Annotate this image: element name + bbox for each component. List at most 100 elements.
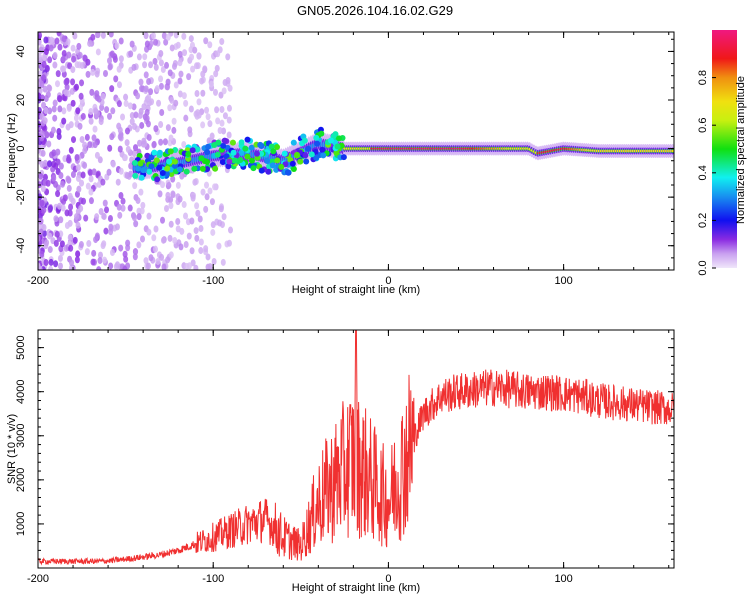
noise-mark <box>107 112 113 120</box>
noise-mark <box>171 117 177 125</box>
ridge-blob <box>220 142 227 149</box>
noise-mark <box>101 240 107 248</box>
noise-mark <box>76 42 82 50</box>
x-tick-label: -100 <box>202 573 224 585</box>
ridge-blob <box>320 152 327 159</box>
x-tick-label: 0 <box>385 573 391 585</box>
noise-mark <box>153 38 159 46</box>
ridge-blob <box>314 140 321 147</box>
noise-mark <box>93 236 99 244</box>
noise-mark <box>110 107 116 115</box>
ridge-blob <box>164 165 171 172</box>
noise-mark <box>107 144 113 152</box>
noise-mark <box>149 98 155 106</box>
noise-mark <box>158 49 164 57</box>
noise-mark <box>81 197 87 205</box>
ridge-blob <box>151 149 158 156</box>
noise-mark <box>76 185 82 193</box>
noise-mark <box>43 258 49 266</box>
noise-mark <box>116 203 122 211</box>
ridge-blob <box>154 176 161 183</box>
noise-mark <box>181 92 187 100</box>
noise-mark <box>202 65 208 73</box>
noise-mark <box>173 99 179 107</box>
noise-mark <box>88 107 94 115</box>
ridge-blob <box>231 157 238 164</box>
noise-mark <box>216 242 222 250</box>
ridge-blob <box>308 151 315 158</box>
ridge-blob <box>204 158 211 165</box>
noise-mark <box>88 197 94 205</box>
colorbar-tick-label: 0.6 <box>697 118 709 133</box>
noise-mark <box>59 240 65 248</box>
noise-mark <box>195 209 201 217</box>
noise-mark <box>68 244 74 252</box>
noise-mark <box>108 223 114 231</box>
top-xlabel: Height of straight line (km) <box>292 284 420 296</box>
noise-mark <box>79 135 85 143</box>
noise-mark <box>58 171 64 179</box>
noise-mark <box>169 96 175 104</box>
noise-mark <box>61 107 67 115</box>
noise-mark <box>158 82 164 90</box>
noise-mark <box>57 202 63 210</box>
ridge-blob <box>226 158 233 165</box>
noise-mark <box>161 263 167 270</box>
ridge-blob <box>211 142 218 149</box>
ridge-blob <box>148 163 155 170</box>
noise-mark <box>62 194 68 202</box>
noise-mark <box>46 140 52 148</box>
noise-mark <box>89 88 95 96</box>
noise-mark <box>114 223 120 231</box>
noise-mark <box>158 138 164 146</box>
noise-mark <box>195 109 201 117</box>
noise-mark <box>219 119 225 127</box>
y-tick-label: 20 <box>15 94 27 106</box>
noise-mark <box>186 232 192 240</box>
noise-mark <box>194 202 200 210</box>
noise-mark <box>181 201 187 209</box>
noise-mark <box>169 44 175 52</box>
noise-mark <box>207 187 213 195</box>
noise-mark <box>38 46 44 54</box>
ridge-blob <box>159 170 166 177</box>
noise-mark <box>128 50 134 58</box>
noise-mark <box>148 88 154 96</box>
noise-mark <box>156 99 162 107</box>
noise-mark <box>173 32 179 39</box>
noise-mark <box>38 172 44 180</box>
noise-mark <box>104 206 110 214</box>
noise-mark <box>209 198 215 206</box>
ridge-blob <box>146 168 153 175</box>
noise-mark <box>183 99 189 107</box>
ridge-blob <box>284 169 291 176</box>
noise-mark <box>154 85 160 93</box>
noise-mark <box>100 178 106 186</box>
noise-mark <box>194 89 200 97</box>
noise-mark <box>200 70 206 78</box>
noise-mark <box>207 120 213 128</box>
noise-mark <box>183 212 189 220</box>
ridge-blob <box>248 157 255 164</box>
noise-mark <box>171 62 177 70</box>
noise-mark <box>116 65 122 73</box>
noise-mark <box>170 191 176 199</box>
noise-mark <box>42 173 48 181</box>
x-tick-label: 0 <box>385 275 391 287</box>
noise-mark <box>100 32 106 39</box>
noise-mark <box>57 105 63 113</box>
noise-mark <box>146 77 152 85</box>
noise-mark <box>44 65 50 73</box>
bottom-ylabel: SNR (10 * v/v) <box>6 414 18 484</box>
y-tick-label: 5000 <box>15 335 27 359</box>
noise-mark <box>138 78 144 86</box>
noise-mark <box>215 50 221 58</box>
noise-mark <box>168 220 174 228</box>
noise-mark <box>143 257 149 265</box>
y-tick-label: 3000 <box>15 424 27 448</box>
noise-mark <box>67 234 73 242</box>
noise-mark <box>198 247 204 255</box>
ridge-blob <box>289 160 296 167</box>
noise-mark <box>118 167 124 175</box>
